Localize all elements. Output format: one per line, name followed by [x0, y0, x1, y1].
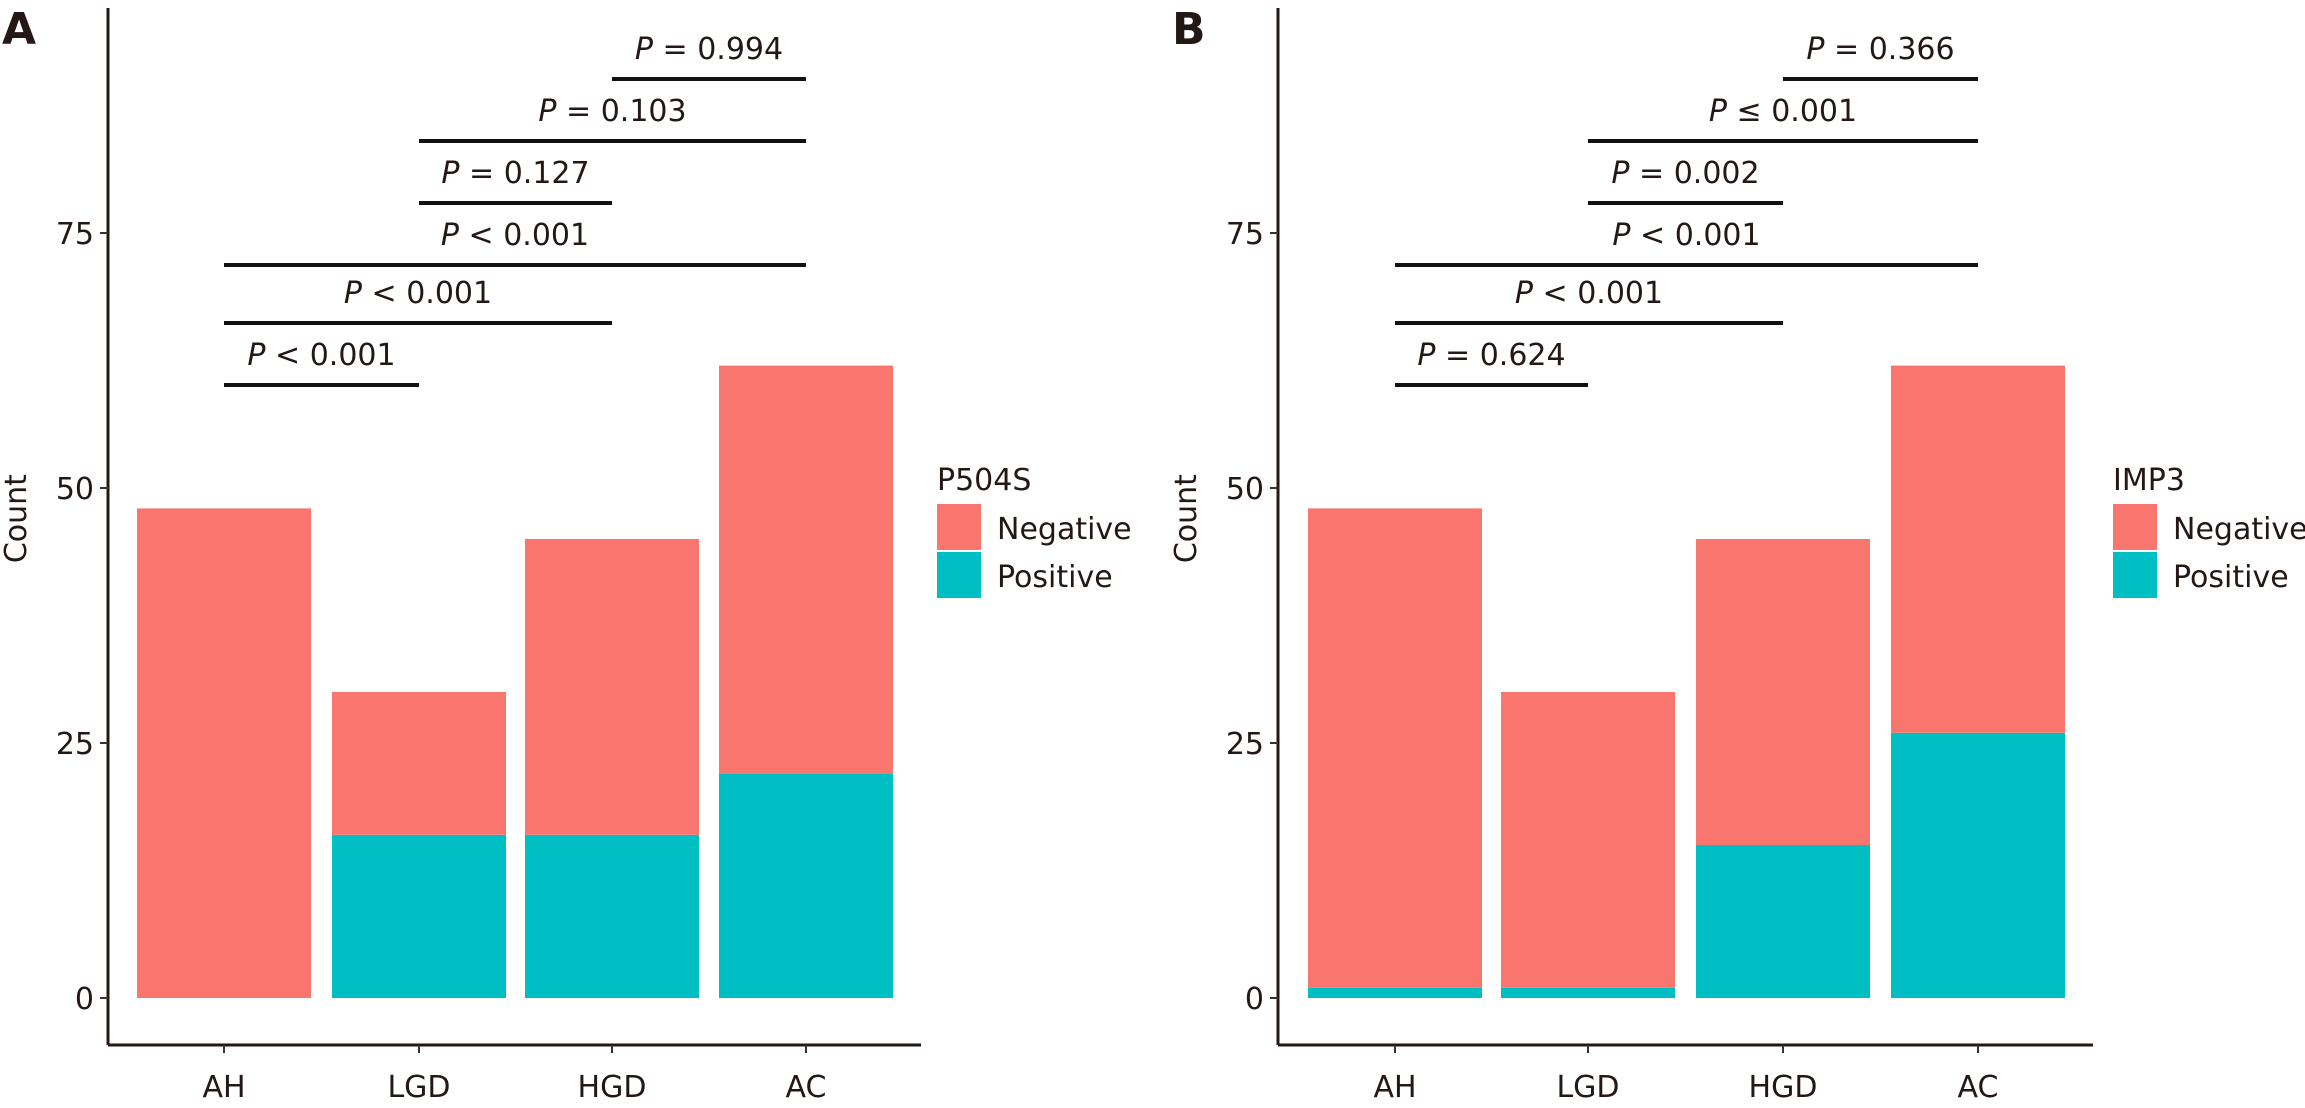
x-tick-label: AC — [1958, 1070, 1999, 1105]
p-value: < 0.001 — [459, 218, 589, 253]
p-value-label: P = 0.994 — [635, 32, 783, 67]
p-value-label: P = 0.624 — [1417, 338, 1565, 373]
legend: IMP3 Negative Positive — [2113, 463, 2305, 598]
legend-title: IMP3 — [2113, 463, 2185, 498]
p-symbol: P — [1417, 338, 1436, 373]
p-value-label: P < 0.001 — [1612, 218, 1760, 253]
p-value: = 0.994 — [653, 32, 783, 67]
p-symbol: P — [1806, 32, 1825, 67]
p-value: ≤ 0.001 — [1727, 94, 1857, 129]
y-tick-label: 0 — [75, 982, 94, 1017]
bar-positive-ac — [719, 773, 893, 998]
legend-label-negative: Negative — [997, 512, 1132, 547]
p-value-label: P < 0.001 — [247, 338, 395, 373]
p-value: = 0.002 — [1630, 156, 1760, 191]
bar-negative-ah — [1308, 508, 1482, 988]
bar-positive-hgd — [525, 834, 699, 998]
p-value: < 0.001 — [1533, 276, 1663, 311]
p-value: = 0.103 — [557, 94, 687, 129]
y-tick-label: 0 — [1245, 982, 1264, 1017]
bar-positive-hgd — [1696, 845, 1870, 998]
p-value-label: P = 0.366 — [1806, 32, 1954, 67]
p-value-label: P = 0.127 — [441, 156, 589, 191]
p-value-label: P = 0.002 — [1611, 156, 1759, 191]
p-symbol: P — [247, 338, 266, 373]
p-value: < 0.001 — [266, 338, 396, 373]
legend-label-positive: Positive — [2173, 560, 2289, 595]
y-tick-label: 75 — [56, 217, 94, 252]
p-value: < 0.001 — [1631, 218, 1761, 253]
p-value-label: P = 0.103 — [538, 94, 686, 129]
legend-label-positive: Positive — [997, 560, 1113, 595]
p-value-label: P < 0.001 — [441, 218, 589, 253]
x-tick-label: AH — [1373, 1070, 1416, 1105]
p-value-label: P < 0.001 — [344, 276, 492, 311]
p-value: = 0.127 — [460, 156, 590, 191]
x-tick-label: HGD — [578, 1070, 647, 1105]
p-symbol: P — [344, 276, 363, 311]
x-tick-label: AC — [786, 1070, 827, 1105]
p-symbol: P — [1612, 218, 1631, 253]
bar-negative-ah — [137, 508, 311, 998]
p-value: < 0.001 — [362, 276, 492, 311]
panel-label: B — [1172, 4, 1206, 55]
legend: P504S Negative Positive — [937, 463, 1132, 598]
x-tick-label: AH — [202, 1070, 245, 1105]
p-value-label: P ≤ 0.001 — [1709, 94, 1857, 129]
legend-title: P504S — [937, 463, 1031, 498]
p-symbol: P — [635, 32, 654, 67]
bar-positive-lgd — [1501, 987, 1675, 998]
p-symbol: P — [1611, 156, 1630, 191]
bar-negative-lgd — [1501, 692, 1675, 988]
legend-key-positive — [937, 552, 981, 598]
bar-positive-lgd — [332, 834, 506, 998]
y-tick-label: 50 — [56, 472, 94, 507]
bar-negative-hgd — [1696, 539, 1870, 845]
bar-negative-lgd — [332, 692, 506, 835]
p-value-label: P < 0.001 — [1515, 276, 1663, 311]
p-symbol: P — [538, 94, 557, 129]
y-axis-title: Count — [1169, 474, 1204, 563]
legend-key-negative — [937, 504, 981, 550]
bar-negative-hgd — [525, 539, 699, 835]
y-tick-label: 25 — [56, 727, 94, 762]
y-tick-label: 50 — [1226, 472, 1264, 507]
legend-label-negative: Negative — [2173, 512, 2305, 547]
p-symbol: P — [441, 156, 460, 191]
p-value: = 0.624 — [1436, 338, 1566, 373]
bar-positive-ah — [1308, 987, 1482, 998]
p-symbol: P — [1709, 94, 1728, 129]
bar-negative-ac — [719, 365, 893, 774]
legend-key-negative — [2113, 504, 2157, 550]
x-tick-label: LGD — [1556, 1070, 1619, 1105]
x-tick-label: HGD — [1749, 1070, 1818, 1105]
p-symbol: P — [441, 218, 460, 253]
y-axis-title: Count — [0, 474, 34, 563]
bar-negative-ac — [1891, 365, 2065, 733]
y-tick-label: 25 — [1226, 727, 1264, 762]
y-tick-label: 75 — [1226, 217, 1264, 252]
p-symbol: P — [1515, 276, 1534, 311]
panel-label: A — [2, 4, 36, 55]
x-tick-label: LGD — [387, 1070, 450, 1105]
p-value: = 0.366 — [1825, 32, 1955, 67]
legend-key-positive — [2113, 552, 2157, 598]
bar-positive-ac — [1891, 732, 2065, 998]
